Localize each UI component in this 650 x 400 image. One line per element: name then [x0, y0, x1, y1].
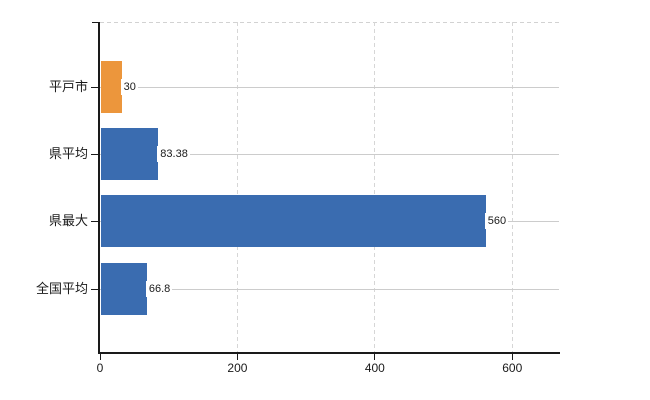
- category-label: 平戸市: [48, 79, 88, 94]
- value-label: 66.8: [145, 280, 173, 297]
- bar-県最大: [101, 195, 486, 248]
- x-tick-label: 600: [502, 361, 523, 375]
- x-axis-tick: [374, 354, 376, 360]
- y-axis-line: [98, 22, 100, 353]
- gridline-vertical: [374, 22, 376, 353]
- x-axis-tick: [236, 354, 238, 360]
- y-axis-tick: [91, 87, 99, 88]
- bar-平戸市: [101, 61, 122, 113]
- x-axis-tick: [511, 354, 513, 360]
- y-axis-tick: [91, 221, 99, 223]
- category-gridline: [100, 154, 559, 156]
- bar-県平均: [101, 128, 159, 181]
- category-gridline: [100, 288, 559, 290]
- value-label: 30: [120, 79, 138, 95]
- value-label: 560: [484, 213, 509, 230]
- y-axis-tick: [91, 154, 99, 156]
- y-axis-tick: [91, 288, 99, 290]
- x-axis-tick: [99, 354, 101, 360]
- y-axis-end-tick: [92, 22, 99, 23]
- category-label: 県平均: [48, 146, 88, 162]
- value-label: 83.38: [157, 146, 190, 163]
- category-label: 県最大: [48, 213, 88, 229]
- category-label: 全国平均: [35, 280, 88, 296]
- x-axis-line: [98, 352, 560, 354]
- plot-top-border: [100, 22, 559, 23]
- category-gridline: [100, 87, 559, 88]
- gridline-vertical: [511, 22, 513, 353]
- plot-area: 30 83.38 560 66.8: [100, 22, 559, 353]
- x-tick-label: 200: [227, 361, 248, 375]
- bar-全国平均: [101, 262, 147, 315]
- gridline-vertical: [236, 22, 238, 353]
- x-tick-label: 400: [364, 361, 385, 375]
- x-tick-label: 0: [96, 361, 104, 375]
